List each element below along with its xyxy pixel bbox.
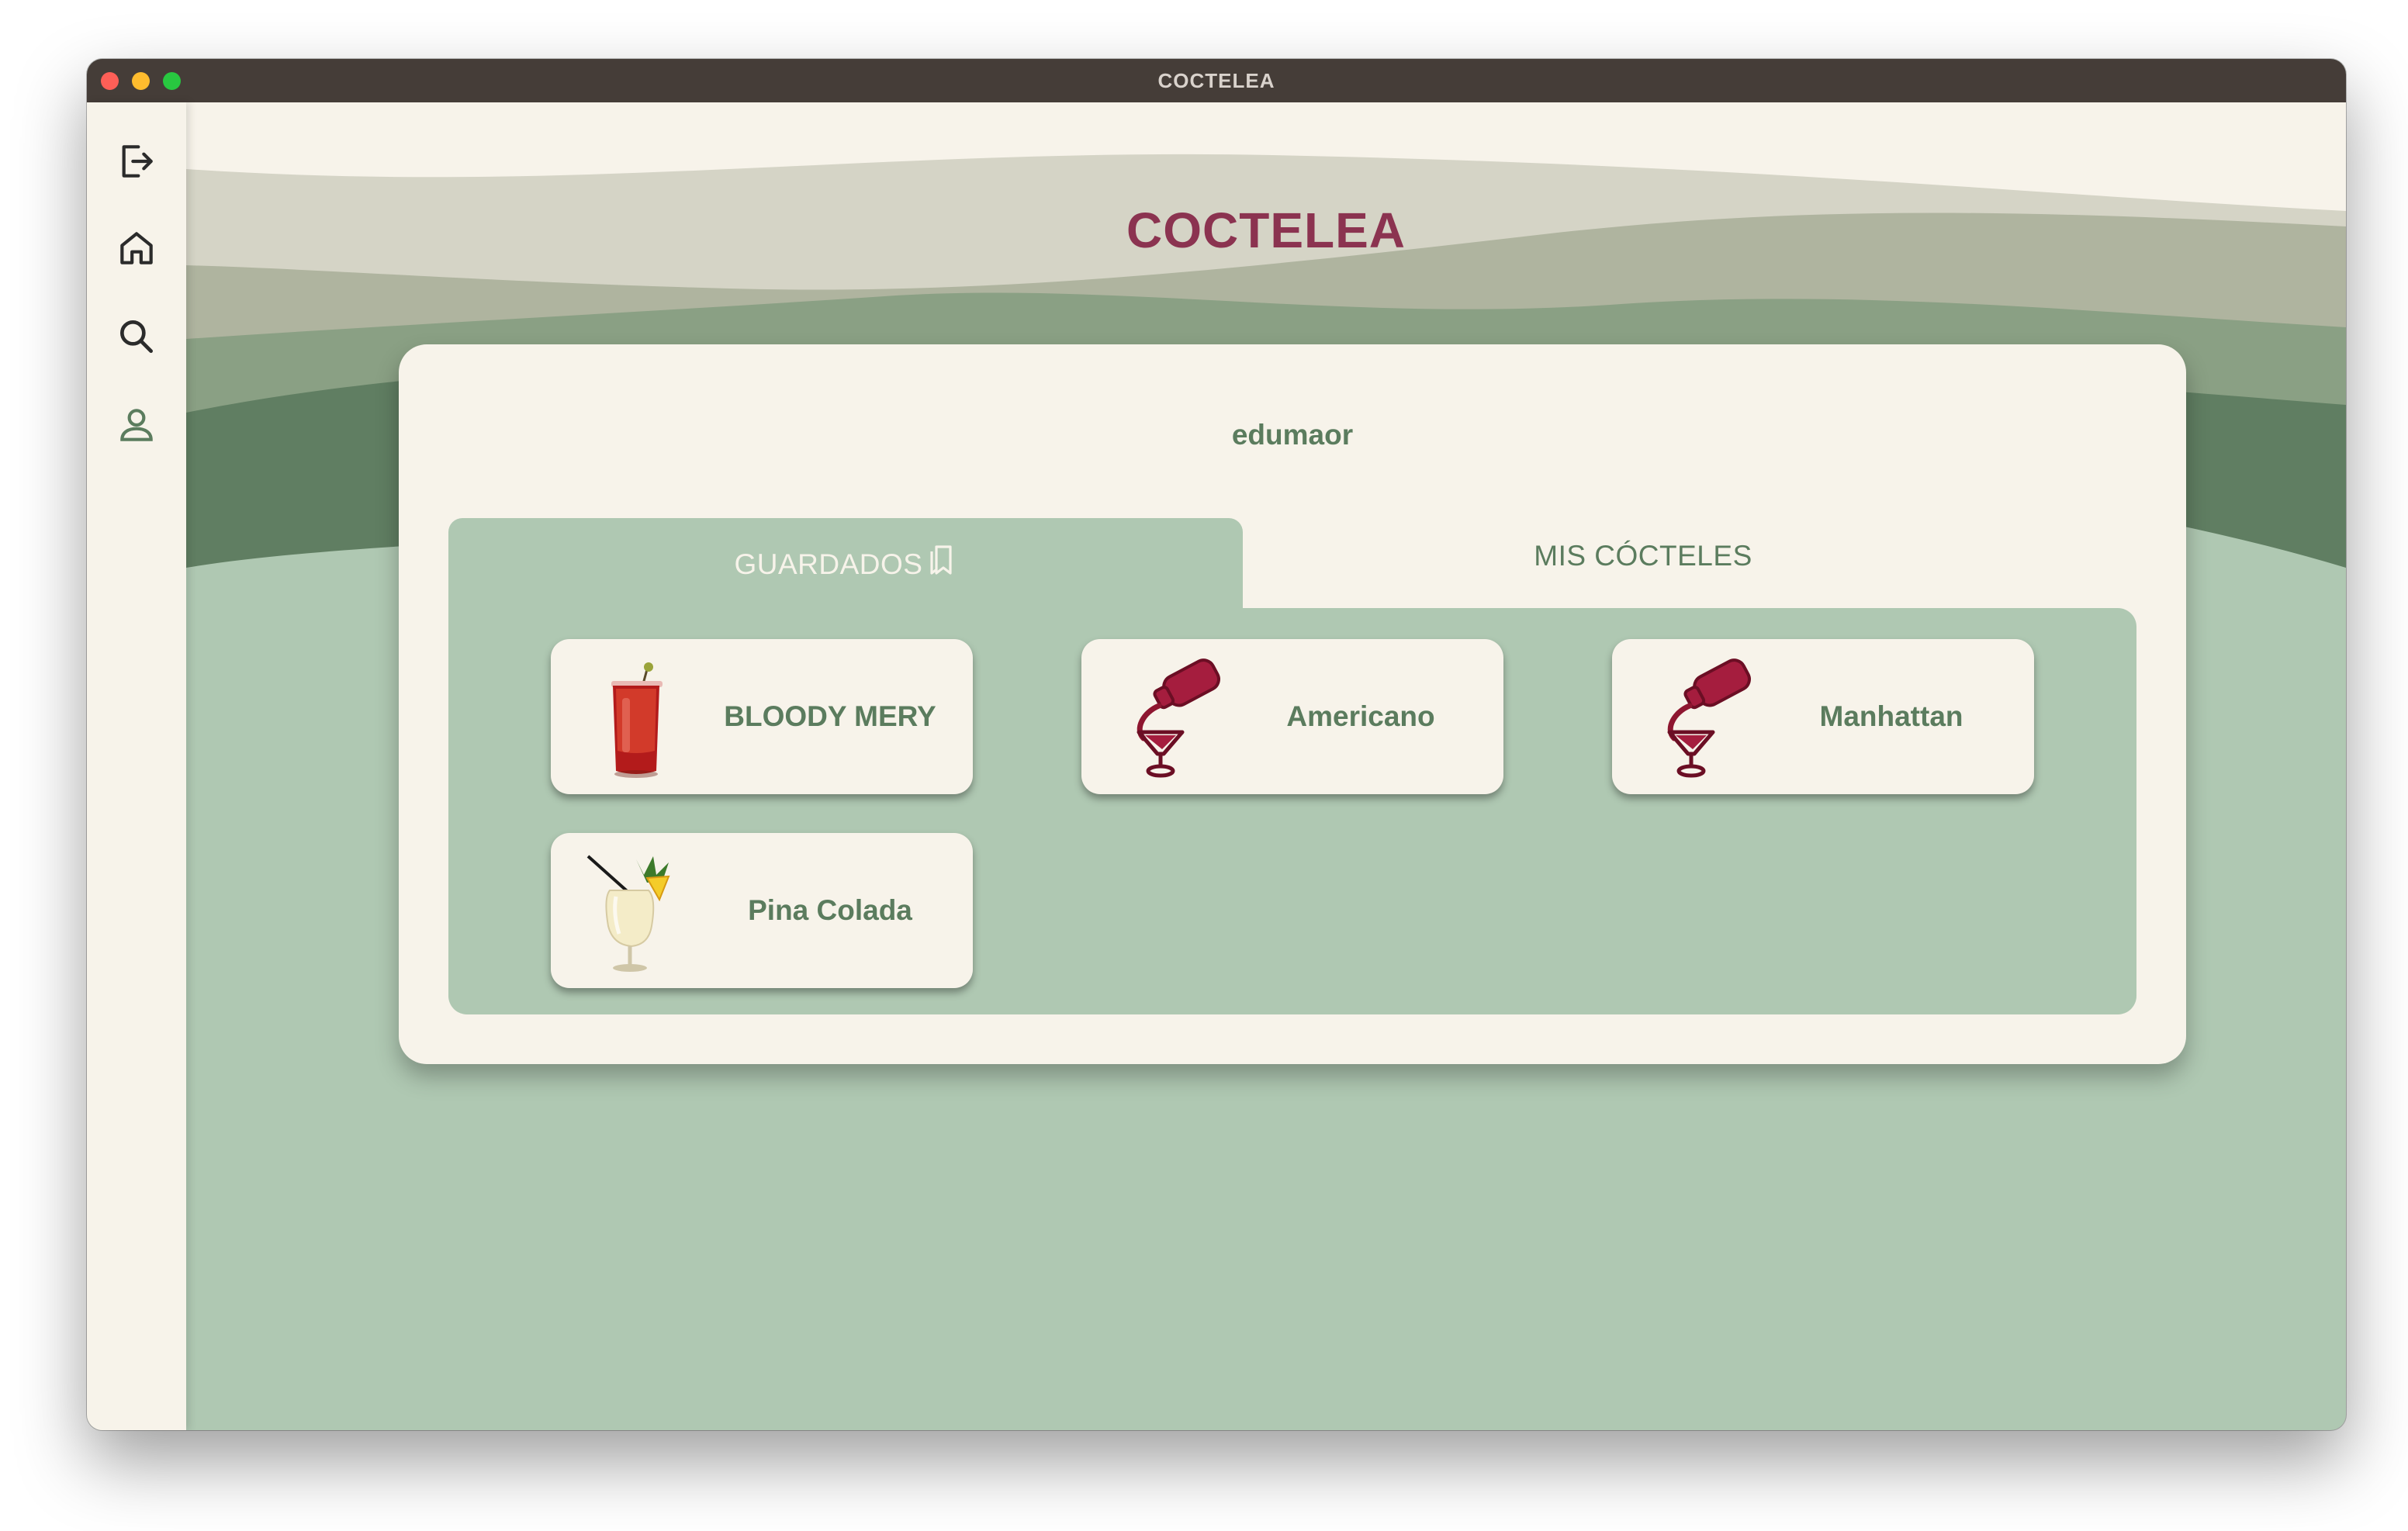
logout-button[interactable] [106,130,168,192]
home-icon [120,232,153,264]
bloody-mary-image [611,662,663,778]
close-window-button[interactable] [101,72,119,90]
cocktail-card[interactable]: BLOODY MERY [551,639,973,794]
cocktail-name: Manhattan [1819,700,1963,732]
profile-button[interactable] [106,394,168,456]
cocktail-card[interactable]: Americano [1081,639,1503,794]
pina-colada-image [586,855,670,972]
search-icon [120,320,154,353]
sidebar [87,102,186,1430]
shaker-pouring-icon [1667,658,1751,778]
app-body: COCTELEA edumaor GUARDADOS MIS CÓCTELES [87,102,2346,1430]
tab-my-cocktails-label: MIS CÓCTELES [1534,540,1752,572]
cocktail-name: Pina Colada [748,894,912,926]
bookmark-icon [930,545,953,575]
search-button[interactable] [106,306,168,368]
profile-panel: edumaor GUARDADOS MIS CÓCTELES [399,344,2186,1064]
logout-icon [122,145,153,178]
tab-my-cocktails[interactable]: MIS CÓCTELES [1243,518,2136,608]
window-title: COCTELEA [1157,69,1275,92]
cocktail-tabs: GUARDADOS MIS CÓCTELES [448,518,2136,1014]
tab-saved[interactable]: GUARDADOS [448,518,1243,611]
maximize-window-button[interactable] [163,72,181,90]
shaker-pouring-icon [1137,658,1220,778]
minimize-window-button[interactable] [132,72,150,90]
home-button[interactable] [106,217,168,279]
user-icon [120,409,153,441]
cocktail-card[interactable]: Manhattan [1612,639,2034,794]
main-content: COCTELEA edumaor GUARDADOS MIS CÓCTELES [186,102,2346,1430]
header-waves-decoration [186,102,2346,645]
cocktail-name: BLOODY MERY [724,700,936,732]
saved-cocktails-list: BLOODY MERY [448,608,2136,1014]
app-window: COCTELEA [87,59,2346,1430]
username: edumaor [1231,419,1354,451]
tab-saved-label: GUARDADOS [734,548,923,580]
cocktail-card[interactable]: Pina Colada [551,833,973,988]
cocktail-name: Americano [1286,700,1435,732]
app-title: COCTELEA [1126,202,1406,258]
title-bar: COCTELEA [87,59,2346,102]
